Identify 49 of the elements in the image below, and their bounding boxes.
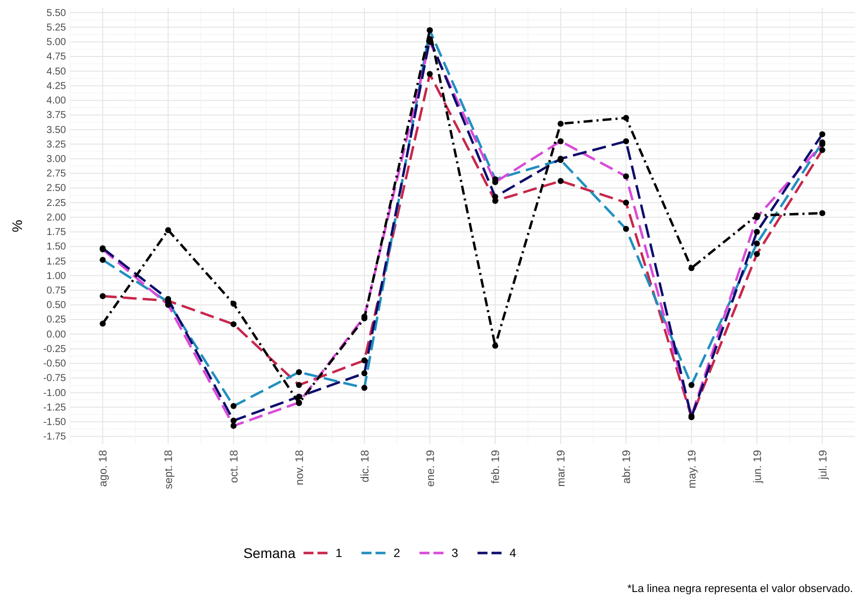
x-tick-label: dic. 18 [359,450,372,482]
y-tick-label: 2.75 [46,168,66,180]
text: *La linea negra representa el valor observado. [627,583,853,595]
y-tick-label: -1.00 [43,388,66,399]
y-tick-label: 4.50 [46,66,66,78]
y-tick-label: 4.75 [46,52,66,63]
y-tick-label: 4.00 [46,96,66,107]
y-tick-label: 1.25 [46,256,66,268]
y-tick-label: 2.00 [46,212,66,224]
y-tick-label: 0.75 [46,285,66,296]
y-tick-label: 0.25 [46,314,66,326]
x-tick-label: may. 19 [686,450,698,488]
y-tick-label: 5.00 [46,37,66,48]
y-tick-label: 1.75 [46,227,66,238]
y-tick-label: 3.75 [46,110,66,122]
x-tick-label: jul. 19 [817,450,830,480]
y-tick-label: 1.50 [46,242,66,253]
x-tick-label: ago. 18 [98,450,110,487]
legend-title: Semana [243,544,296,561]
y-tick-label: -0.25 [43,344,66,355]
y-tick-label: -1.50 [43,416,66,428]
y-tick-label: -0.50 [43,358,66,370]
y-tick-label: 4.25 [46,80,66,92]
legend-label: 4 [510,546,516,560]
y-tick-label: 3.50 [46,124,66,136]
y-tick-label: 0.00 [46,329,66,340]
x-tick-label: oct. 18 [228,450,241,484]
legend-label: 3 [452,546,458,560]
x-tick-label: feb. 19 [490,450,502,484]
y-tick-label: 2.50 [46,183,66,194]
y-tick-label: -0.75 [43,373,66,384]
x-tick-label: mar. 19 [556,450,568,487]
y-tick-label: -1.75 [43,432,66,443]
legend-label: 1 [336,546,342,560]
y-tick-label: 3.00 [46,154,66,165]
legend-label: 2 [394,546,400,560]
y-axis-title: % [9,220,25,232]
x-tick-label: ene. 19 [424,450,437,487]
y-tick-label: -1.25 [43,402,66,414]
y-tick-label: 2.25 [46,198,66,209]
y-tick-label: 3.25 [46,139,66,150]
y-tick-label: 1.00 [46,270,66,282]
x-tick-label: abr. 19 [621,450,634,484]
x-tick-label: sept. 18 [163,450,176,490]
x-tick-label: jun. 19 [752,450,764,484]
y-tick-label: 5.50 [46,8,66,19]
y-tick-label: 5.25 [46,22,66,34]
x-tick-label: nov. 18 [294,450,306,486]
y-tick-label: 0.50 [46,300,66,312]
